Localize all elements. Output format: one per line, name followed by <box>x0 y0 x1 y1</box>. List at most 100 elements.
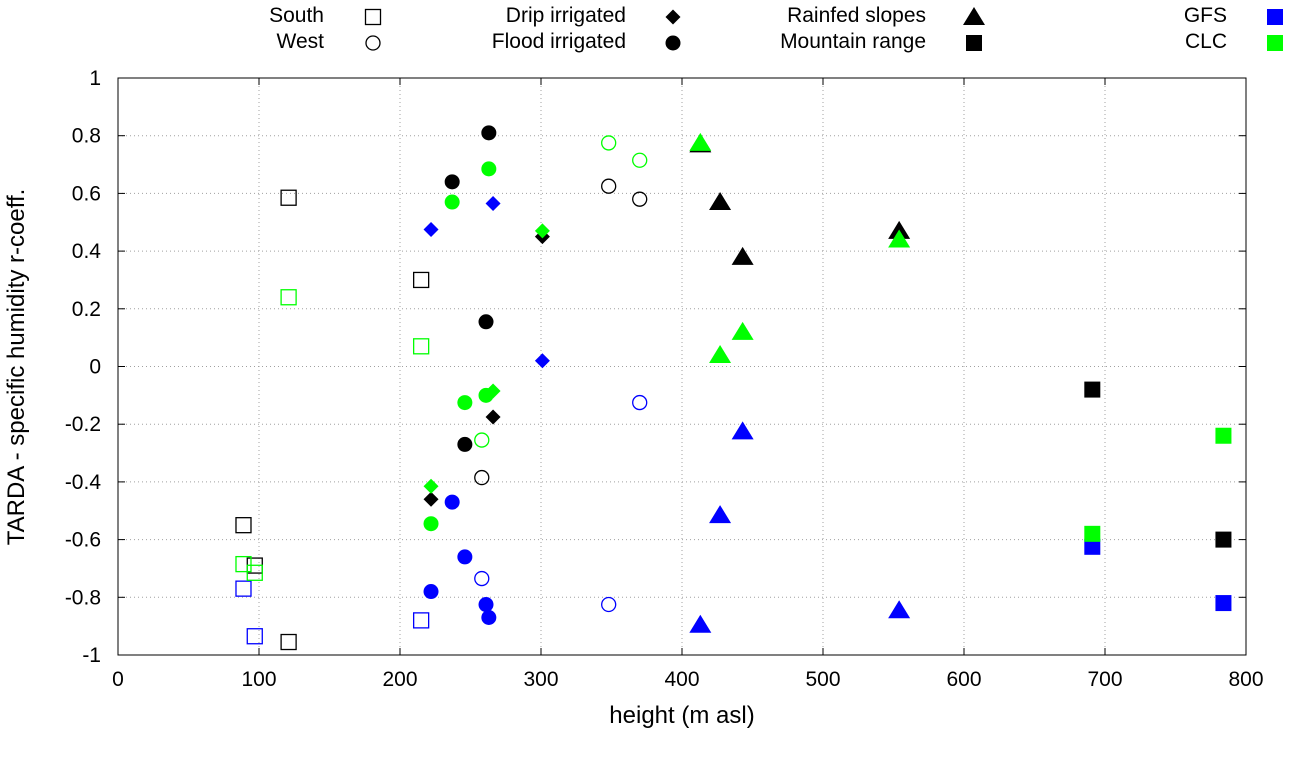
data-point <box>731 421 754 440</box>
data-point <box>709 505 732 524</box>
data-point <box>1084 538 1101 555</box>
y-tick-label: -0.6 <box>65 529 101 552</box>
data-point <box>709 192 732 211</box>
legend-marker <box>665 9 681 25</box>
data-point <box>601 596 617 613</box>
y-tick-label: -0.2 <box>65 413 101 436</box>
y-tick-label: -1 <box>82 644 101 667</box>
axis-ticks: 0 100 200 300 400 500 600 700 800 -1 -0.8 -0.6 -0.4 -… <box>65 67 1264 691</box>
x-tick-label: 200 <box>382 668 417 691</box>
data-point <box>485 195 501 211</box>
data-point <box>444 494 460 510</box>
legend-marker <box>963 7 985 25</box>
y-tick-label: 1 <box>89 67 101 90</box>
data-point <box>478 387 494 403</box>
y-axis-title: TARDA - specific humidity r-coeff. <box>3 189 30 546</box>
legend-label: CLC <box>1185 30 1227 53</box>
legend-marker <box>1267 9 1283 25</box>
legend-marker <box>364 8 382 26</box>
data-point <box>235 555 252 573</box>
x-tick-label: 300 <box>523 668 558 691</box>
legend-label: GFS <box>1184 4 1227 27</box>
data-point <box>601 135 617 151</box>
data-point <box>423 584 439 600</box>
x-axis-title: height (m asl) <box>609 702 754 729</box>
legend-label: West <box>277 30 325 53</box>
data-point <box>1084 381 1101 398</box>
legend: South West Drip irrigated Flood irrigated Ra… <box>269 4 1283 53</box>
data-point <box>1215 531 1232 548</box>
data-point <box>632 394 648 411</box>
x-tick-label: 0 <box>112 668 124 691</box>
y-tick-label: 0 <box>89 356 101 379</box>
data-point <box>731 321 754 340</box>
legend-marker <box>966 35 982 51</box>
data-point <box>474 469 490 486</box>
data-point <box>235 580 252 597</box>
grid-lines <box>118 78 1246 655</box>
data-point <box>481 125 497 141</box>
data-point <box>1215 427 1232 444</box>
data-point <box>280 633 297 651</box>
data-point <box>689 132 712 151</box>
legend-label: Rainfed slopes <box>787 4 926 27</box>
legend-marker <box>365 35 381 51</box>
data-point <box>457 395 473 411</box>
data-point <box>412 271 430 289</box>
data-point <box>1215 595 1232 612</box>
y-tick-label: -0.8 <box>65 586 101 609</box>
data-point <box>632 191 648 207</box>
data-point <box>534 223 550 239</box>
data-point <box>478 314 494 330</box>
data-point <box>444 174 460 190</box>
data-point <box>481 161 497 177</box>
data-point <box>457 436 473 452</box>
legend-label: Flood irrigated <box>492 30 626 53</box>
data-point <box>888 229 911 248</box>
data-point <box>474 570 490 587</box>
legend-label: Drip irrigated <box>506 4 626 27</box>
data-point <box>485 409 501 425</box>
data-point <box>423 221 439 237</box>
data-point <box>423 478 439 494</box>
y-tick-label: -0.4 <box>65 471 102 494</box>
data-point <box>731 246 754 265</box>
y-tick-label: 0.6 <box>72 182 101 205</box>
x-tick-label: 100 <box>241 668 276 691</box>
data-point <box>412 612 430 629</box>
data-points <box>235 125 1232 651</box>
legend-label: Mountain range <box>780 30 926 53</box>
data-point <box>601 178 617 194</box>
data-point <box>689 614 712 633</box>
x-tick-label: 800 <box>1228 668 1263 691</box>
data-point <box>423 516 439 532</box>
data-point <box>457 549 473 565</box>
data-point <box>412 338 430 355</box>
data-point <box>444 194 460 210</box>
y-tick-label: 0.2 <box>72 298 101 321</box>
x-tick-label: 500 <box>805 668 840 691</box>
data-point <box>280 189 297 206</box>
data-point <box>888 600 911 619</box>
legend-marker <box>665 35 681 51</box>
data-point <box>246 564 263 581</box>
legend-marker <box>1267 35 1283 51</box>
data-point <box>481 609 497 625</box>
data-point <box>280 289 297 306</box>
data-point <box>235 517 252 534</box>
legend-label: South <box>269 4 324 27</box>
data-point <box>478 597 494 613</box>
data-point <box>534 353 550 369</box>
x-tick-label: 700 <box>1087 668 1122 691</box>
y-tick-label: 0.4 <box>72 240 102 263</box>
data-point <box>632 152 648 168</box>
data-point <box>1084 525 1101 542</box>
data-point <box>709 344 732 363</box>
x-tick-label: 400 <box>664 668 699 691</box>
data-point <box>246 628 263 645</box>
y-tick-label: 0.8 <box>72 125 101 148</box>
data-point <box>474 432 490 448</box>
x-tick-label: 600 <box>946 668 981 691</box>
data-point <box>423 491 439 507</box>
